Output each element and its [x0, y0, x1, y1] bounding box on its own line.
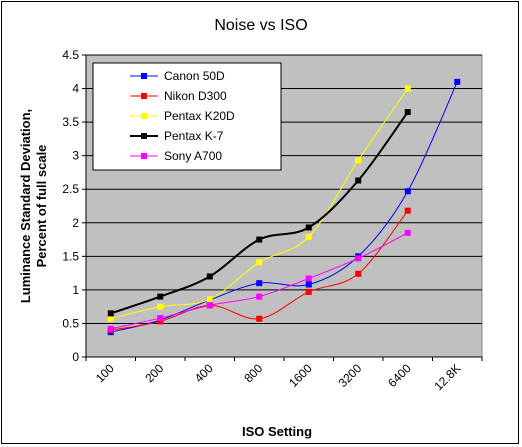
legend: Canon 50D Nikon D300 Pentax K20D Pentax K-7…: [92, 62, 282, 171]
legend-item-nikon-d300: Nikon D300: [130, 89, 227, 103]
data-point-sony-a700: [256, 293, 263, 300]
legend-label: Pentax K-7: [164, 129, 224, 143]
series-pentax-k20d: [107, 85, 411, 322]
y-tick-label: 1.5: [62, 249, 79, 263]
y-tick-label: 1: [72, 283, 79, 297]
y-tick-label: 4.5: [62, 48, 79, 62]
x-tick-label: 400: [192, 361, 216, 385]
y-tick-label: 2.5: [62, 182, 79, 196]
legend-swatch-marker: [141, 133, 147, 139]
x-axis-title: ISO Setting: [242, 424, 312, 439]
data-point-pentax-k-7: [404, 109, 411, 116]
data-point-canon-50d: [404, 188, 411, 195]
data-point-pentax-k20d: [355, 157, 362, 164]
data-point-nikon-d300: [404, 207, 411, 214]
legend-item-sony-a700: Sony A700: [130, 149, 222, 163]
data-point-pentax-k20d: [404, 85, 411, 92]
x-tick-label: 12.8K: [431, 361, 463, 393]
data-point-pentax-k-7: [157, 293, 164, 300]
data-point-pentax-k20d: [107, 315, 114, 322]
legend-label: Nikon D300: [164, 89, 227, 103]
y-tick-label: 3.5: [62, 115, 79, 129]
y-axis-title-line2: Percent of full scale: [34, 145, 49, 268]
series-layer: [107, 78, 461, 336]
y-axis-title-line1: Luminance Standard Deviation,: [18, 109, 33, 303]
data-point-nikon-d300: [256, 315, 263, 322]
legend-label: Canon 50D: [164, 69, 225, 83]
data-point-sony-a700: [305, 275, 312, 282]
y-axis-ticks: 0 0.5 1 1.5 2 2.5 3 3.5 4 4.5: [62, 48, 86, 364]
data-point-pentax-k-7: [206, 273, 213, 280]
legend-box: [92, 62, 282, 171]
x-tick-label: 1600: [286, 361, 315, 390]
x-tick-label: 200: [142, 361, 166, 385]
data-point-sony-a700: [157, 315, 164, 322]
data-point-pentax-k20d: [256, 259, 263, 266]
data-point-sony-a700: [107, 325, 114, 332]
data-point-pentax-k-7: [256, 236, 263, 243]
legend-swatch-marker: [141, 113, 147, 119]
legend-swatch-marker: [141, 153, 147, 159]
legend-label: Sony A700: [164, 149, 222, 163]
y-tick-label: 0.5: [62, 316, 79, 330]
y-tick-label: 2: [72, 216, 79, 230]
legend-swatch-marker: [141, 73, 147, 79]
x-tick-label: 3200: [336, 361, 365, 390]
legend-item-canon-50d: Canon 50D: [130, 69, 225, 83]
data-point-nikon-d300: [355, 270, 362, 277]
data-point-pentax-k20d: [305, 233, 312, 240]
legend-item-pentax-k20d: Pentax K20D: [130, 109, 235, 123]
x-tick-label: 100: [93, 361, 117, 385]
x-tick-label: 800: [241, 361, 265, 385]
series-sony-a700: [107, 229, 411, 332]
data-point-sony-a700: [206, 302, 213, 309]
data-point-nikon-d300: [305, 288, 312, 295]
data-point-sony-a700: [404, 229, 411, 236]
x-tick-label: 6400: [385, 361, 414, 390]
data-point-pentax-k-7: [107, 310, 114, 317]
data-point-canon-50d: [305, 281, 312, 288]
y-tick-label: 4: [72, 82, 79, 96]
legend-label: Pentax K20D: [164, 109, 235, 123]
data-point-pentax-k20d: [206, 296, 213, 303]
data-point-canon-50d: [454, 78, 461, 85]
data-point-pentax-k20d: [157, 303, 164, 310]
y-tick-label: 3: [72, 149, 79, 163]
data-point-sony-a700: [355, 255, 362, 262]
data-point-pentax-k-7: [305, 224, 312, 231]
legend-item-pentax-k-7: Pentax K-7: [130, 129, 224, 143]
chart-title: Noise vs ISO: [214, 17, 307, 34]
y-tick-label: 0: [72, 350, 79, 364]
legend-swatch-marker: [141, 93, 147, 99]
data-point-nikon-d300: [157, 318, 164, 325]
data-point-pentax-k-7: [355, 177, 362, 184]
series-pentax-k-7: [107, 109, 411, 317]
data-point-canon-50d: [256, 280, 263, 287]
x-axis-ticks: 100 200 400 800 1600 3200 6400 12.8K: [85, 357, 483, 393]
